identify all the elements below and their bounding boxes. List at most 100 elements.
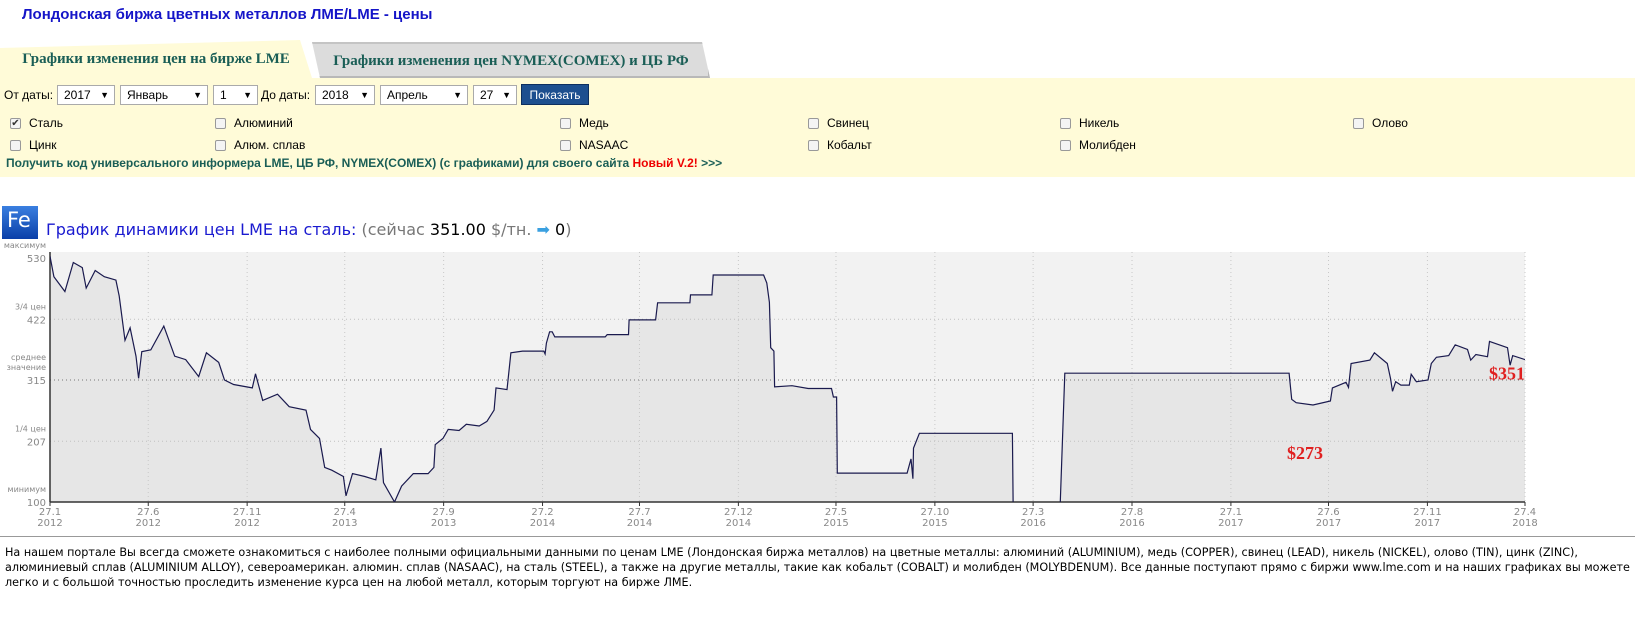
checkbox-icon[interactable] — [808, 139, 819, 151]
x-tick-label: 27.6 — [137, 507, 159, 518]
from-year-select[interactable]: 2017 ▼ — [57, 85, 115, 105]
metal-checkbox[interactable]: Никель — [1060, 116, 1119, 130]
x-tick-year: 2014 — [530, 518, 555, 529]
informer-link[interactable]: Получить код универсального информера LM… — [6, 156, 722, 170]
tab-nymex-charts[interactable]: Графики изменения цен NYMEX(COMEX) и ЦБ … — [312, 42, 710, 78]
x-tick-label: 27.5 — [825, 507, 847, 518]
x-tick-label: 27.3 — [1022, 507, 1044, 518]
page-title: Лондонская биржа цветных металлов ЛМЕ/LM… — [22, 6, 433, 23]
chevron-down-icon: ▼ — [360, 90, 369, 100]
to-month-select[interactable]: Апрель ▼ — [380, 85, 468, 105]
metal-checkbox[interactable]: Медь — [560, 116, 609, 130]
to-day-select[interactable]: 27 ▼ — [473, 85, 517, 105]
footer-description: На нашем портале Вы всегда сможете ознак… — [5, 546, 1630, 589]
chevron-down-icon: ▼ — [243, 90, 252, 100]
metal-label: Молибден — [1079, 138, 1136, 152]
checkbox-icon[interactable] — [560, 139, 571, 151]
checkbox-icon[interactable] — [560, 117, 571, 129]
y-tick-label: 530 — [27, 254, 46, 265]
x-tick-year: 2015 — [922, 518, 947, 529]
x-tick-year: 2016 — [1119, 518, 1144, 529]
chevron-down-icon: ▼ — [502, 90, 511, 100]
y-tick-caption: минимум — [8, 485, 46, 494]
checkbox-icon[interactable] — [1060, 139, 1071, 151]
x-tick-year: 2012 — [234, 518, 259, 529]
from-month-value: Январь — [127, 88, 169, 102]
price-chart: 27.1201227.6201227.11201227.4201327.9201… — [4, 241, 1538, 529]
y-tick-caption: 3/4 цен — [15, 302, 46, 311]
metal-checkbox[interactable]: Молибден — [1060, 138, 1136, 152]
metal-checkbox[interactable]: Свинец — [808, 116, 869, 130]
more-arrows: >>> — [697, 156, 723, 170]
x-tick-label: 27.11 — [233, 507, 262, 518]
chevron-down-icon: ▼ — [453, 90, 462, 100]
checkbox-icon[interactable] — [1353, 117, 1364, 129]
arrow-right-icon: ➡ — [536, 220, 550, 239]
x-tick-label: 27.9 — [433, 507, 455, 518]
checkbox-icon[interactable]: ✔ — [10, 117, 21, 129]
tab-lme-charts[interactable]: Графики изменения цен на бирже LME — [0, 40, 312, 78]
x-tick-label: 27.1 — [1220, 507, 1242, 518]
checkbox-icon[interactable] — [808, 117, 819, 129]
metal-label: Медь — [579, 116, 609, 130]
x-tick-year: 2016 — [1020, 518, 1045, 529]
to-date-label: До даты: — [261, 88, 311, 102]
metal-checkbox[interactable]: Алюм. сплав — [215, 138, 305, 152]
metal-checkbox[interactable]: ✔ Сталь — [10, 116, 63, 130]
x-tick-year: 2012 — [37, 518, 62, 529]
from-month-select[interactable]: Январь ▼ — [120, 85, 208, 105]
checkbox-icon[interactable] — [1060, 117, 1071, 129]
divider — [0, 536, 1635, 537]
y-tick-caption: значение — [7, 363, 46, 372]
show-button[interactable]: Показать — [521, 84, 589, 105]
area-fill — [50, 256, 1525, 502]
metal-label: Олово — [1372, 116, 1408, 130]
price-line — [50, 256, 1525, 502]
chart-title: График динамики цен LME на сталь: — [46, 220, 357, 239]
price-annotation: $351 — [1489, 364, 1525, 384]
x-tick-label: 27.1 — [39, 507, 61, 518]
metal-label: Цинк — [29, 138, 57, 152]
metal-label: Алюминий — [234, 116, 293, 130]
metal-checkbox[interactable]: NASAAC — [560, 138, 628, 152]
x-tick-label: 27.7 — [628, 507, 650, 518]
x-tick-label: 27.10 — [921, 507, 950, 518]
metal-checkbox[interactable]: Олово — [1353, 116, 1408, 130]
price-annotation: $273 — [1287, 443, 1323, 463]
x-tick-year: 2017 — [1415, 518, 1440, 529]
from-day-select[interactable]: 1 ▼ — [213, 85, 258, 105]
current-price: 351.00 — [429, 220, 486, 239]
to-day-value: 27 — [480, 88, 494, 102]
checkbox-icon[interactable] — [215, 117, 226, 129]
checkbox-icon[interactable] — [10, 139, 21, 151]
checkbox-icon[interactable] — [215, 139, 226, 151]
x-tick-label: 27.2 — [531, 507, 553, 518]
x-tick-year: 2013 — [431, 518, 456, 529]
metal-checkbox[interactable]: Алюминий — [215, 116, 293, 130]
x-tick-label: 27.12 — [724, 507, 753, 518]
informer-link-text: Получить код универсального информера LM… — [6, 156, 633, 170]
price-change: 0 — [555, 220, 566, 239]
x-tick-label: 27.6 — [1317, 507, 1339, 518]
x-tick-year: 2015 — [823, 518, 848, 529]
y-tick-caption: 1/4 цен — [15, 424, 46, 433]
x-tick-year: 2018 — [1512, 518, 1537, 529]
from-day-value: 1 — [220, 88, 227, 102]
x-tick-year: 2013 — [332, 518, 357, 529]
metal-label: Никель — [1079, 116, 1120, 130]
new-version-badge: Новый V.2! — [632, 156, 698, 170]
x-tick-year: 2014 — [627, 518, 652, 529]
y-tick-caption: среднее — [11, 353, 46, 362]
metal-checkbox[interactable]: Кобальт — [808, 138, 872, 152]
y-tick-label: 315 — [27, 376, 46, 387]
x-tick-label: 27.4 — [334, 507, 356, 518]
from-date-label: От даты: — [4, 88, 54, 102]
x-tick-label: 27.11 — [1413, 507, 1442, 518]
metal-label: Свинец — [827, 116, 869, 130]
y-tick-label: 207 — [27, 437, 46, 448]
metal-label: NASAAC — [579, 138, 629, 152]
metal-checkbox[interactable]: Цинк — [10, 138, 56, 152]
now-prefix: (сейчас — [361, 220, 430, 239]
x-tick-year: 2017 — [1218, 518, 1243, 529]
to-year-select[interactable]: 2018 ▼ — [315, 85, 375, 105]
